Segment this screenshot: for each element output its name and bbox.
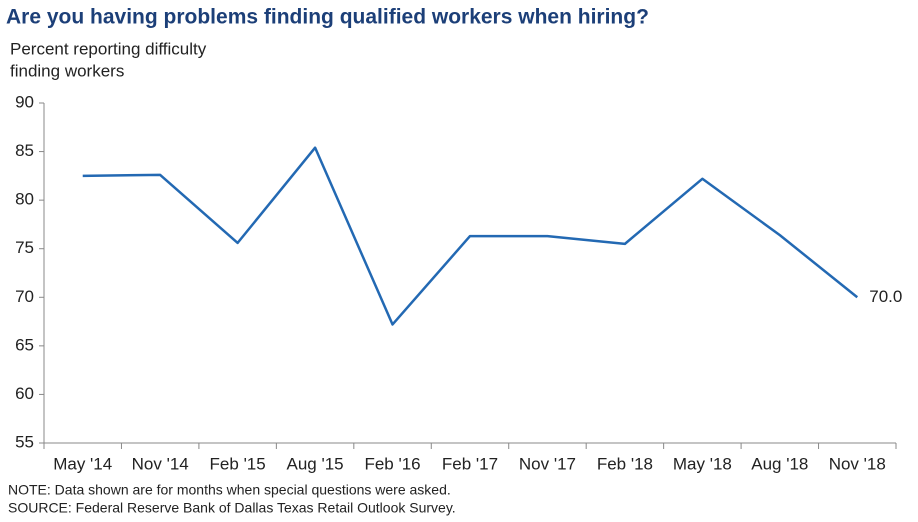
x-tick-label: Nov '17: [519, 454, 576, 473]
y-tick-label: 85: [15, 141, 34, 160]
y-tick-label: 65: [15, 335, 34, 354]
y-tick-label: 90: [15, 92, 34, 111]
y-tick-label: 75: [15, 238, 34, 257]
x-tick-label: Feb '18: [597, 454, 653, 473]
x-tick-label: Nov '18: [829, 454, 886, 473]
y-tick-label: 60: [15, 384, 34, 403]
x-tick-label: Nov '14: [132, 454, 189, 473]
y-tick-label: 70: [15, 287, 34, 306]
y-axis-label: Percent reporting difficulty: [10, 39, 207, 58]
x-tick-label: Feb '16: [364, 454, 420, 473]
x-tick-label: Feb '17: [442, 454, 498, 473]
y-axis-label: finding workers: [10, 61, 124, 80]
x-tick-label: Aug '18: [751, 454, 808, 473]
note: NOTE: Data shown are for months when spe…: [8, 482, 451, 498]
x-tick-label: May '18: [673, 454, 732, 473]
y-tick-label: 80: [15, 190, 34, 209]
x-tick-label: Aug '15: [287, 454, 344, 473]
x-tick-label: May '14: [53, 454, 112, 473]
y-tick-label: 55: [15, 432, 34, 451]
x-tick-label: Feb '15: [210, 454, 266, 473]
data-label: 70.0: [869, 287, 902, 306]
source: SOURCE: Federal Reserve Bank of Dallas T…: [8, 500, 456, 516]
data-line: [82, 146, 859, 326]
chart-title: Are you having problems finding qualifie…: [6, 6, 649, 29]
